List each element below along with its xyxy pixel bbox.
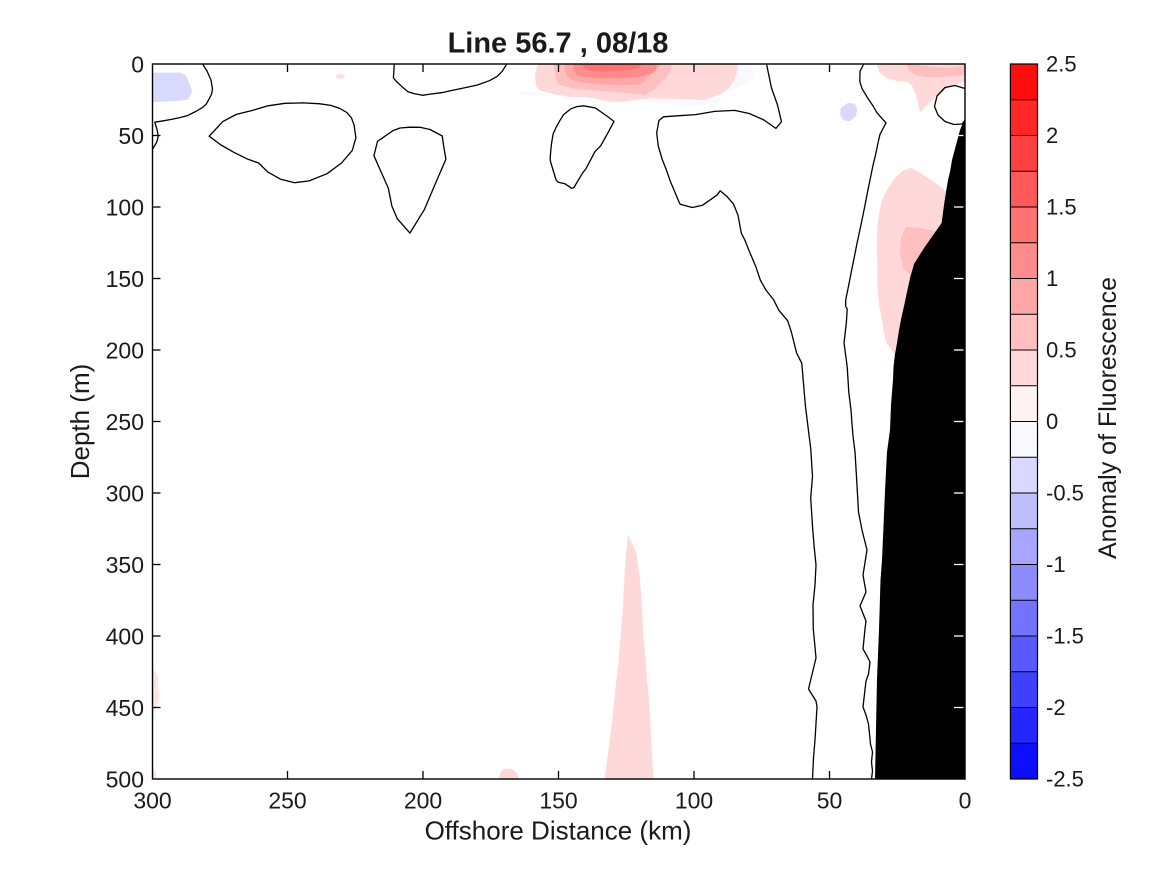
svg-text:400: 400 [106, 623, 144, 649]
svg-text:Offshore Distance (km): Offshore Distance (km) [425, 816, 692, 846]
svg-text:450: 450 [106, 695, 144, 721]
svg-text:150: 150 [106, 266, 144, 292]
svg-text:150: 150 [539, 788, 577, 814]
svg-text:1: 1 [1046, 266, 1058, 291]
svg-text:Depth (m): Depth (m) [65, 364, 95, 480]
svg-text:300: 300 [133, 788, 171, 814]
svg-text:-1.5: -1.5 [1046, 624, 1084, 649]
svg-text:250: 250 [106, 409, 144, 435]
svg-text:250: 250 [268, 788, 306, 814]
svg-text:350: 350 [106, 552, 144, 578]
svg-text:-0.5: -0.5 [1046, 481, 1084, 506]
svg-text:-1: -1 [1046, 552, 1066, 577]
svg-text:100: 100 [675, 788, 713, 814]
svg-text:50: 50 [118, 123, 144, 149]
svg-text:0: 0 [959, 788, 972, 814]
svg-text:2: 2 [1046, 123, 1058, 148]
svg-text:Line 56.7 , 08/18: Line 56.7 , 08/18 [448, 28, 669, 60]
svg-text:300: 300 [106, 480, 144, 506]
svg-text:-2.5: -2.5 [1046, 767, 1084, 792]
svg-text:Anomaly of Fluorescence: Anomaly of Fluorescence [1094, 277, 1122, 559]
svg-text:0.5: 0.5 [1046, 338, 1077, 363]
svg-text:100: 100 [106, 194, 144, 220]
svg-text:500: 500 [106, 766, 144, 792]
svg-text:200: 200 [404, 788, 442, 814]
svg-text:0: 0 [131, 51, 144, 77]
svg-text:200: 200 [106, 337, 144, 363]
svg-text:-2: -2 [1046, 695, 1066, 720]
svg-text:0: 0 [1046, 409, 1058, 434]
svg-text:1.5: 1.5 [1046, 195, 1077, 220]
svg-text:2.5: 2.5 [1046, 52, 1077, 77]
svg-text:50: 50 [817, 788, 843, 814]
